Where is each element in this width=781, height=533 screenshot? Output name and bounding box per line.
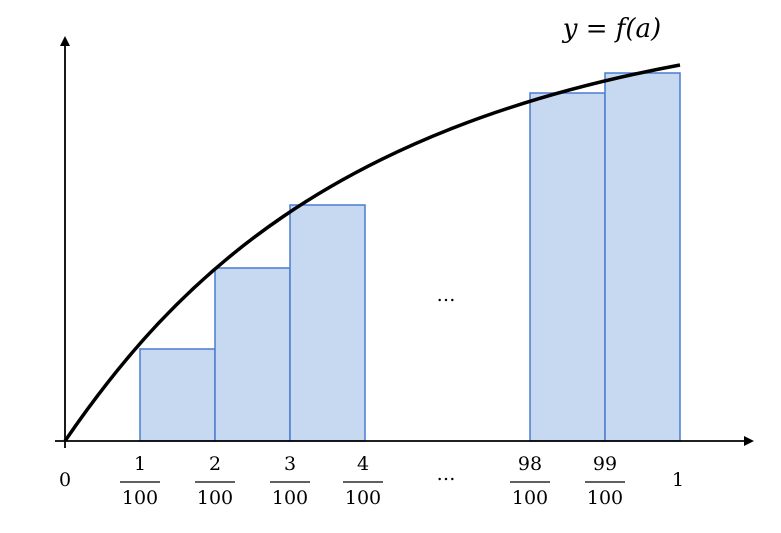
ellipsis: … [437, 284, 456, 306]
fraction-numerator: 2 [209, 453, 221, 475]
fraction-numerator: 3 [284, 453, 296, 475]
origin-label: 0 [59, 469, 71, 491]
fraction-numerator: 98 [518, 453, 542, 475]
rectangle [529, 92, 606, 442]
end-label: 1 [672, 469, 684, 491]
fraction-denominator: 100 [122, 487, 158, 509]
curve [63, 63, 681, 442]
tick-labels: 1 100 2 100 3 100 4 100 98 100 99 100 [120, 453, 625, 509]
fraction-numerator: 4 [357, 453, 369, 475]
rectangle [214, 267, 291, 442]
fraction-denominator: 100 [197, 487, 233, 509]
fraction-numerator: 99 [593, 453, 617, 475]
fraction-denominator: 100 [345, 487, 381, 509]
rectangle [604, 72, 681, 442]
ellipsis: … [437, 463, 456, 485]
fraction-denominator: 100 [587, 487, 623, 509]
rectangle [139, 348, 216, 442]
rectangle [289, 204, 366, 442]
curve-label: y = f(a) [562, 14, 661, 44]
fraction-denominator: 100 [512, 487, 548, 509]
fraction-denominator: 100 [272, 487, 308, 509]
fraction-numerator: 1 [134, 453, 146, 475]
